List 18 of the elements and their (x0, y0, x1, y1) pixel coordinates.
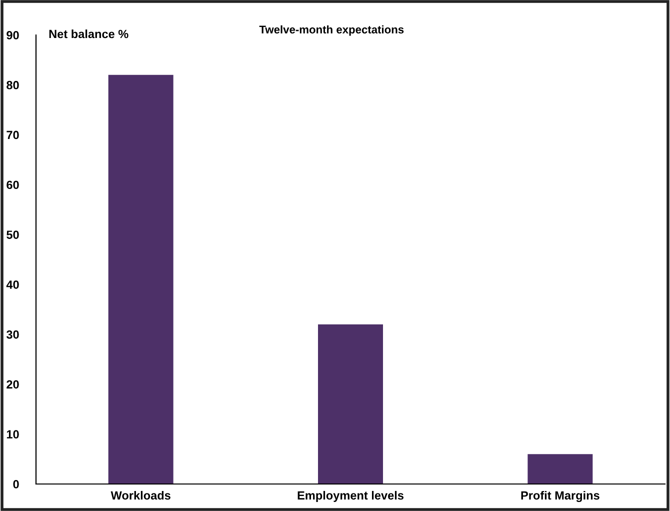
y-tick-label: 0 (13, 480, 19, 488)
y-tick-label: 60 (6, 180, 19, 190)
x-tick-label: Employment levels (298, 490, 404, 502)
y-tick-label: 30 (6, 330, 19, 339)
y-axis-title: Net balance % (49, 30, 128, 38)
y-tick-label: 50 (6, 230, 19, 239)
y-tick-label: 10 (6, 430, 19, 439)
chart-title: Twelve-month expectations (259, 25, 404, 36)
y-tick-label: 20 (6, 380, 19, 389)
y-tick-label: 70 (6, 130, 19, 140)
y-tick-label: 80 (6, 80, 19, 90)
bar (318, 324, 383, 484)
x-tick-label: Profit Margins (521, 490, 600, 502)
x-tick-label: Workloads (110, 490, 170, 500)
bar (108, 74, 174, 484)
bar (528, 454, 593, 484)
y-tick-label: 40 (6, 280, 19, 289)
y-tick-label: 90 (6, 31, 19, 40)
